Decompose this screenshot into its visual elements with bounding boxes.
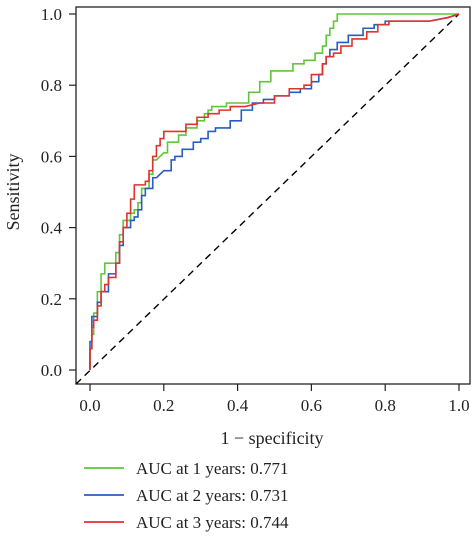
- x-tick-label: 0.4: [227, 396, 249, 415]
- y-tick-label: 0.2: [41, 290, 62, 309]
- roc-series-group: [89, 13, 460, 370]
- x-axis-label: 1 − specificity: [220, 428, 323, 448]
- plot-axes: [75, 6, 471, 385]
- y-tick-label: 0.8: [41, 76, 62, 95]
- legend-label-3: AUC at 3 years: 0.744: [136, 513, 289, 532]
- y-tick-label: 0.6: [41, 147, 62, 166]
- x-tick-label: 1.0: [448, 396, 469, 415]
- legend-label-2: AUC at 2 years: 0.731: [136, 486, 289, 505]
- plot-frame: [75, 6, 471, 385]
- y-tick-label: 1.0: [41, 5, 62, 24]
- x-tick-label: 0.0: [79, 396, 100, 415]
- x-tick-label: 0.2: [153, 396, 174, 415]
- y-axis-label: Sensitivity: [3, 153, 23, 230]
- reference-diagonal-line: [75, 13, 460, 385]
- y-tick-label: 0.0: [41, 361, 62, 380]
- x-tick-label: 0.8: [375, 396, 396, 415]
- x-tick-label: 0.6: [301, 396, 322, 415]
- diagonal-reference-line: [75, 13, 460, 385]
- legend-label-1: AUC at 1 years: 0.771: [136, 459, 289, 478]
- legend: AUC at 1 years: 0.771 AUC at 2 years: 0.7…: [84, 459, 289, 532]
- y-tick-label: 0.4: [41, 219, 63, 238]
- roc-line-3-years: [89, 13, 460, 370]
- axis-ticks: 0.0 0.2 0.4 0.6 0.8 1.0 0.0 0.2 0.4 0.6 0.8 1.0: [41, 5, 470, 415]
